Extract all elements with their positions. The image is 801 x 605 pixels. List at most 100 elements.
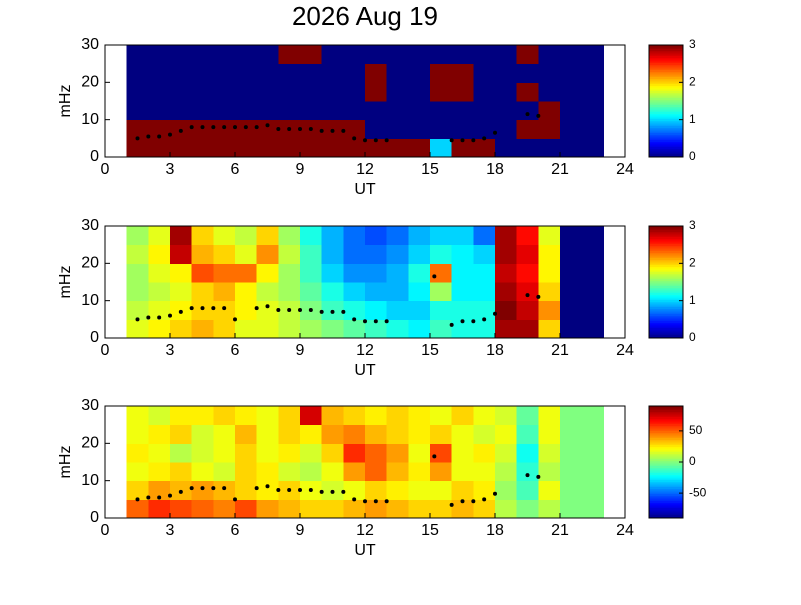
trace-point: [471, 138, 476, 143]
colorbar-step: [649, 129, 683, 132]
colorbar-step: [649, 299, 683, 302]
colorbar-step: [649, 451, 683, 454]
colorbar-step: [649, 247, 683, 250]
heatmap-cell: [300, 226, 323, 246]
heatmap-cell: [170, 406, 193, 426]
trace-point: [352, 497, 357, 502]
heatmap-cell: [473, 63, 496, 83]
x-tick-label: 24: [616, 161, 634, 178]
trace-point: [352, 317, 357, 322]
x-tick-label: 6: [231, 161, 240, 178]
colorbar-tick-label: 0: [689, 330, 696, 344]
heatmap-cell: [430, 226, 453, 246]
trace-point: [222, 125, 227, 130]
trace-point: [308, 127, 313, 131]
heatmap-cell: [560, 319, 583, 339]
trace-point: [525, 473, 530, 478]
heatmap-cell: [560, 424, 583, 444]
colorbar-step: [649, 285, 683, 288]
colorbar-step: [649, 336, 683, 339]
colorbar-step: [649, 469, 683, 472]
heatmap-cell: [430, 45, 453, 65]
heatmap-cell: [365, 226, 388, 246]
heatmap-cell: [473, 282, 496, 302]
heatmap-cell: [148, 82, 171, 102]
heatmap-cell: [321, 263, 344, 283]
colorbar-step: [649, 296, 683, 299]
trace-point: [254, 486, 259, 491]
colorbar-step: [649, 276, 683, 279]
heatmap-cell: [495, 319, 518, 339]
heatmap-cell: [386, 462, 409, 482]
heatmap-cell: [256, 282, 279, 302]
heatmap-cell: [148, 244, 171, 264]
colorbar-step: [649, 502, 683, 505]
heatmap-cell: [581, 82, 604, 102]
colorbar-step: [649, 83, 683, 86]
heatmap-cell: [148, 406, 171, 426]
heatmap-cell: [581, 101, 604, 121]
colorbar-step: [649, 78, 683, 81]
colorbar-step: [649, 308, 683, 311]
trace-point: [319, 128, 324, 133]
heatmap-cell: [538, 119, 561, 139]
heatmap-cell: [278, 101, 301, 121]
heatmap-cell: [516, 406, 539, 426]
heatmap-cell: [516, 443, 539, 463]
y-tick-label: 30: [81, 36, 99, 53]
trace-point: [384, 499, 389, 504]
colorbar-tick-label: 2: [689, 75, 696, 89]
heatmap-cell: [451, 300, 474, 320]
heatmap-cell: [300, 406, 323, 426]
heatmap-cell: [235, 119, 258, 139]
heatmap-cell: [473, 263, 496, 283]
colorbar-step: [649, 87, 683, 90]
heatmap-cell: [278, 424, 301, 444]
trace-point: [200, 486, 205, 491]
heatmap-cell: [581, 499, 604, 519]
heatmap-cell: [581, 406, 604, 426]
trace-point: [211, 486, 216, 491]
x-tick-label: 21: [551, 342, 569, 359]
colorbar-step: [649, 423, 683, 426]
colorbar-step: [649, 324, 683, 327]
heatmap-cell: [430, 424, 453, 444]
colorbar-step: [649, 240, 683, 243]
trace-point: [341, 309, 346, 314]
y-tick-label: 20: [81, 74, 99, 91]
heatmap-cell: [213, 300, 236, 320]
trace-point: [233, 497, 237, 502]
heatmap-cell: [495, 263, 518, 283]
heatmap-cell: [278, 138, 301, 158]
heatmap-cell: [516, 82, 539, 102]
heatmap-cell: [256, 63, 279, 83]
heatmap-cell: [365, 424, 388, 444]
colorbar-tick-label: 1: [689, 293, 696, 307]
trace-point: [276, 127, 281, 131]
colorbar-step: [649, 148, 683, 151]
colorbar-step: [649, 60, 683, 63]
heatmap-cell: [451, 244, 474, 264]
colorbar-step: [649, 278, 683, 281]
colorbar-step: [649, 470, 683, 473]
colorbar-step: [649, 437, 683, 440]
heatmap-cell: [365, 101, 388, 121]
colorbar-step: [649, 460, 683, 463]
heatmap-cell: [343, 63, 366, 83]
heatmap-cell: [430, 319, 453, 339]
heatmap-cell: [430, 300, 453, 320]
trace-point: [276, 488, 281, 492]
heatmap-cell: [560, 480, 583, 500]
heatmap-cell: [365, 82, 388, 102]
heatmap-cell: [560, 226, 583, 246]
heatmap-cell: [191, 45, 214, 65]
heatmap-cell: [560, 499, 583, 519]
heatmap-cell: [213, 63, 236, 83]
heatmap-cell: [148, 45, 171, 65]
heatmap-cell: [495, 226, 518, 246]
trace-point: [363, 319, 367, 324]
heatmap-cell: [170, 499, 193, 519]
heatmap-cell: [343, 300, 366, 320]
heatmap-cell: [278, 226, 301, 246]
heatmap-cell: [495, 443, 518, 463]
